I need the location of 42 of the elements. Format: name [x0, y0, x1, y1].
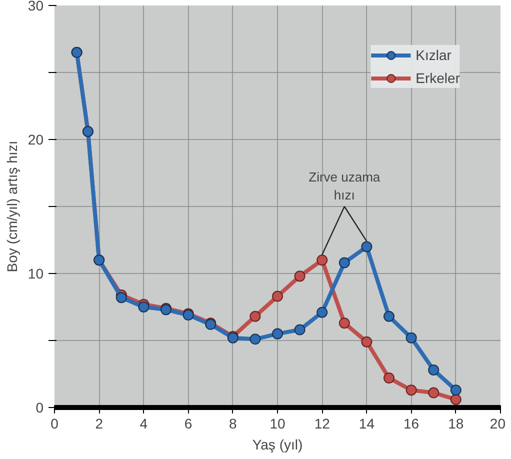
point	[450, 394, 462, 405]
x-tick-label: 8	[229, 416, 238, 432]
x-tick-label: 10	[270, 416, 286, 432]
point	[338, 257, 350, 268]
point	[406, 332, 417, 344]
x-tick-label: 18	[448, 416, 464, 432]
point	[316, 306, 328, 318]
x-tick-label: 14	[358, 416, 375, 432]
point	[138, 302, 150, 312]
point	[250, 310, 261, 322]
point	[338, 318, 350, 329]
annotation: Zirve uzama hızı	[308, 169, 381, 202]
point	[428, 387, 440, 398]
point	[384, 372, 394, 384]
y-axis-title: Boy (cm/yıl) artış hızı	[4, 140, 20, 272]
y-tick-label: 20	[28, 132, 44, 148]
point	[294, 270, 306, 282]
x-tick-label: 16	[404, 416, 420, 432]
point	[316, 254, 328, 266]
y-tick-label: 10	[28, 266, 44, 282]
y-tick-label: 30	[28, 0, 44, 14]
point	[361, 336, 372, 348]
legend-label: Kızlar	[416, 47, 452, 63]
x-tick-label: 20	[490, 416, 506, 432]
x-tick-label: 6	[184, 416, 192, 432]
y-tick-label: 0	[36, 400, 44, 416]
point	[294, 324, 306, 336]
legend-label: Erkeler	[416, 70, 460, 86]
point	[116, 292, 127, 304]
x-tick-label: 0	[50, 416, 59, 432]
point	[428, 364, 440, 376]
point	[384, 310, 394, 322]
point	[406, 384, 417, 396]
x-tick-label: 4	[140, 416, 148, 432]
point	[361, 241, 372, 252]
point	[272, 290, 283, 302]
x-axis-title: Yaş (yıl)	[252, 436, 303, 452]
point	[450, 384, 462, 396]
x-tick-label: 2	[95, 416, 104, 432]
point	[272, 328, 283, 340]
point	[250, 334, 261, 345]
x-tick-label: 12	[314, 416, 330, 432]
